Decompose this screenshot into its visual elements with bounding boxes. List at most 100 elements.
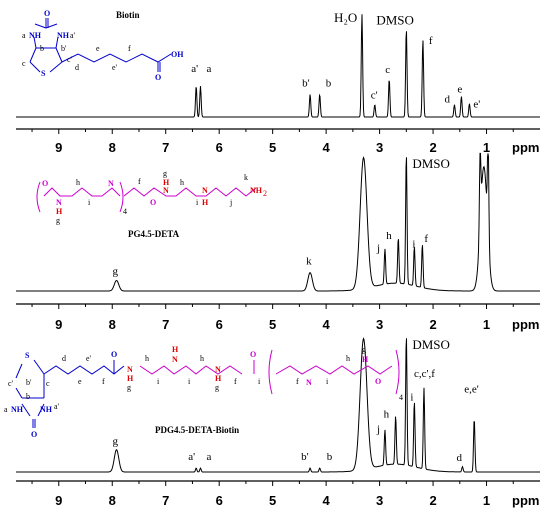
bond	[34, 23, 47, 29]
label-i: i	[258, 377, 261, 386]
label-h: h	[145, 354, 149, 363]
peak-label: a	[206, 63, 211, 75]
label-g: g	[215, 383, 219, 392]
label-g: g	[127, 383, 131, 392]
label-f: f	[234, 377, 237, 386]
peak-label: f	[429, 35, 433, 47]
peak-label: g	[113, 266, 119, 278]
atom-n: N	[163, 186, 169, 195]
bond	[15, 387, 23, 399]
label-j: j	[229, 198, 232, 207]
tick-label: 3	[376, 317, 383, 332]
tick-label: 3	[376, 493, 383, 508]
label-f: f	[128, 44, 131, 53]
peak-label: DMSO	[376, 12, 414, 27]
peak-label: a	[206, 451, 211, 463]
label-d: d	[62, 354, 66, 363]
peak-label: a'	[188, 451, 195, 463]
label-e: e	[96, 44, 100, 53]
peak-label: h	[384, 409, 390, 421]
label-e-prime: e'	[86, 354, 92, 363]
label-i: i	[326, 377, 329, 386]
peak-label: a'	[191, 63, 198, 75]
peak-label: d	[444, 94, 450, 106]
bond	[55, 36, 59, 49]
tick-label: 6	[216, 140, 223, 155]
bond	[37, 403, 45, 417]
label-h: h	[76, 178, 80, 187]
atom-s: S	[25, 351, 30, 360]
label-i: i	[196, 198, 199, 207]
bond	[55, 47, 63, 63]
tick-label: 7	[162, 493, 169, 508]
tick-label: 7	[162, 140, 169, 155]
pg-chain	[43, 187, 121, 197]
atom-nh: NH	[29, 31, 42, 40]
x-ticks	[31, 129, 514, 134]
deta-chain	[123, 187, 257, 197]
tick-label: 1	[483, 140, 490, 155]
label-a-prime: a'	[54, 402, 60, 411]
peak-labels: a' a b' b H₂O c' c DMSO f de e'	[191, 10, 480, 111]
bond	[33, 359, 45, 375]
tick-label: 2	[429, 140, 436, 155]
bond	[29, 61, 41, 73]
peak-label: g	[113, 436, 119, 448]
spectrum-line	[16, 14, 540, 118]
bond	[29, 47, 37, 63]
x-axis-label: ppm	[512, 140, 539, 155]
atom-nh: NH	[57, 31, 70, 40]
atom-h: H	[127, 374, 134, 383]
peak-label: b'	[302, 77, 310, 89]
label-d: d	[75, 63, 79, 72]
bracket-left	[36, 181, 41, 213]
side-chain	[61, 53, 172, 63]
peak-label: e,e'	[464, 383, 479, 395]
compound-name: Biotin	[116, 10, 140, 20]
peak-label: i	[410, 392, 413, 404]
bond	[15, 363, 23, 379]
label-c: c	[46, 379, 50, 388]
label-h: h	[346, 354, 350, 363]
atom-n: N	[108, 179, 114, 188]
label-a: a	[22, 31, 26, 40]
peak-label: b	[326, 77, 332, 89]
peak-label: e	[457, 83, 462, 95]
peak-label: c	[385, 64, 390, 76]
peak-label: H₂O	[334, 10, 357, 25]
label-k: k	[244, 173, 248, 182]
tick-label: 2	[429, 317, 436, 332]
label-c-prime: c'	[67, 55, 73, 64]
bond	[21, 403, 31, 417]
label-b-prime: b'	[26, 378, 32, 387]
label-f: f	[296, 377, 299, 386]
peak-label: h	[386, 230, 392, 242]
peak-label: b	[327, 451, 333, 463]
label-i: i	[188, 377, 191, 386]
peak-label: f	[424, 233, 428, 245]
label-g: g	[362, 345, 366, 354]
atom-h: H	[163, 178, 170, 187]
tick-label: 8	[109, 493, 116, 508]
tick-label: 9	[55, 140, 62, 155]
atom-o: O	[31, 430, 37, 439]
tick-label: 7	[162, 317, 169, 332]
atom-h: H	[202, 198, 209, 207]
atom-n: N	[127, 365, 133, 374]
x-axis-label: ppm	[512, 317, 539, 332]
tick-label: 6	[216, 493, 223, 508]
peak-label: b'	[301, 451, 309, 463]
atom-o: O	[375, 377, 381, 386]
spectrum-line	[16, 152, 540, 292]
label-i: i	[88, 198, 91, 207]
label-g: g	[163, 169, 167, 178]
spectrum-line	[16, 337, 540, 473]
label-c: c	[22, 59, 26, 68]
peak-label: j	[376, 243, 380, 255]
peak-label: DMSO	[412, 337, 450, 352]
tick-label: 9	[55, 317, 62, 332]
